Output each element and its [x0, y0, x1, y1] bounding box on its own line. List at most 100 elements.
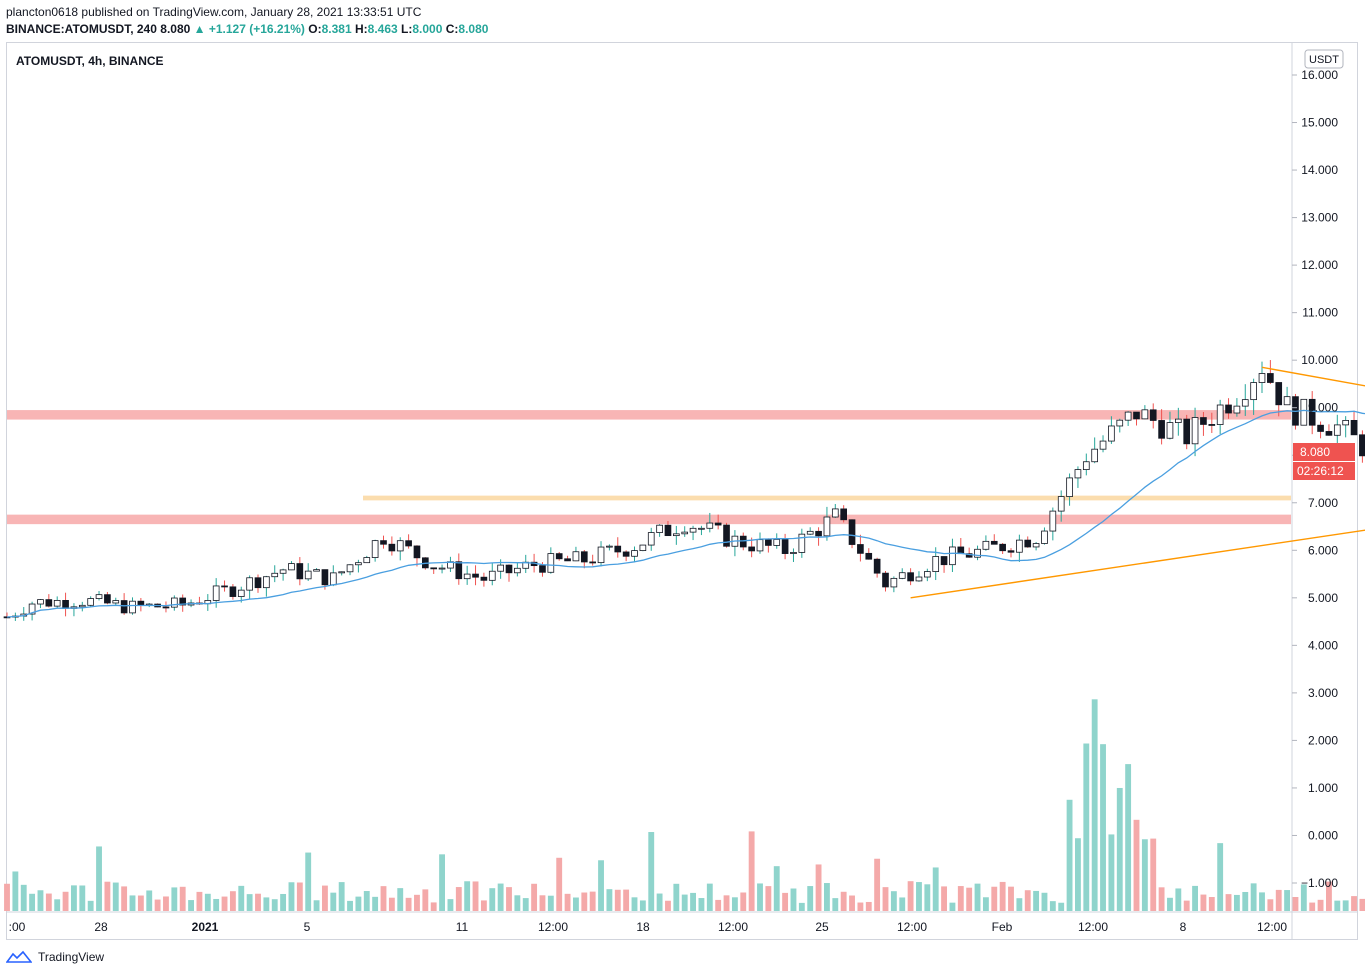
volume-bar [941, 886, 947, 911]
volume-bar [137, 895, 144, 911]
volume-bar [1334, 900, 1341, 911]
chart-frame[interactable] [6, 42, 1358, 940]
volume-bar [146, 890, 153, 911]
volume-bar [296, 882, 303, 911]
y-tick-label: 16.000 [1301, 68, 1338, 82]
volume-bar [1183, 900, 1190, 911]
x-tick-label: 12:00 [1257, 920, 1287, 934]
y-tick-label: 12.000 [1301, 258, 1338, 272]
volume-bar [924, 884, 931, 911]
volume-bar [765, 886, 772, 911]
candle-body [1057, 496, 1065, 512]
volume-bar [1016, 898, 1023, 911]
volume-bar [547, 895, 554, 911]
volume-bar [1024, 890, 1031, 911]
candle-body [1032, 543, 1040, 548]
tradingview-footer[interactable]: TradingView [6, 950, 104, 964]
volume-bar [87, 900, 94, 911]
ascending-trendline [910, 529, 1365, 599]
candle-body [639, 544, 647, 552]
volume-bar [405, 897, 412, 911]
candle-body [1133, 411, 1140, 420]
candle-body [321, 569, 329, 586]
support-zone-upper [363, 495, 1291, 501]
candle-body [1208, 424, 1216, 426]
volume-bar [1192, 885, 1198, 911]
volume-bar [581, 892, 588, 911]
candle-body [898, 572, 906, 579]
volume-bar [1075, 838, 1081, 911]
volume-bar [29, 893, 36, 911]
volume-bar [849, 895, 855, 911]
x-tick-label: Feb [992, 920, 1013, 934]
volume-bar [698, 898, 705, 911]
candle-body [689, 527, 697, 533]
volume-bar [20, 884, 27, 911]
candle-body [246, 577, 253, 591]
volume-bar [798, 902, 805, 911]
volume-bar [1250, 883, 1257, 911]
y-tick-label: 4.000 [1308, 638, 1338, 652]
currency-badge[interactable]: USDT [1304, 49, 1344, 69]
x-tick-label: 18 [636, 920, 650, 934]
candle-body [179, 597, 187, 606]
candle-body [1116, 419, 1124, 427]
volume-bar [1058, 902, 1065, 911]
volume-bar [1133, 819, 1140, 911]
volume-bar [96, 846, 102, 911]
open-value: 8.381 [321, 22, 352, 36]
candle-body [1066, 477, 1073, 497]
y-tick-label: 13.000 [1301, 211, 1338, 225]
candle-body [974, 548, 981, 558]
chart-title: ATOMUSDT, 4h, BINANCE [16, 54, 164, 68]
candle-body [488, 570, 496, 581]
volume-bar [1116, 787, 1123, 911]
descending-trendline [1261, 366, 1365, 387]
candle-body [1183, 418, 1191, 445]
candle-body [932, 556, 940, 572]
x-tick-label: 8 [1180, 920, 1187, 934]
candle-body [1091, 448, 1098, 463]
candle-body [237, 589, 245, 597]
high-label: H: [354, 22, 368, 36]
volume-bar [380, 886, 387, 911]
volume-bar [723, 895, 730, 911]
volume-bar [589, 891, 596, 911]
currency-label: USDT [1309, 54, 1339, 66]
x-tick-label: 12:00 [1078, 920, 1108, 934]
candle-body [53, 599, 61, 607]
candle-body [1200, 417, 1207, 425]
volume-bar [171, 887, 178, 911]
candle-body [739, 535, 747, 548]
volume-bar [112, 882, 119, 911]
volume-bar [1141, 839, 1148, 911]
volume-bar [472, 881, 479, 911]
candle-body [631, 550, 638, 557]
volume-bar [706, 883, 713, 911]
last-price: 8.080 [160, 22, 191, 36]
candle-body [1342, 419, 1349, 426]
x-tick-label: 12:00 [538, 920, 568, 934]
x-tick-label: 12:00 [897, 920, 927, 934]
volume-bar [932, 867, 939, 911]
candle-body [497, 564, 504, 572]
candle-body [773, 539, 781, 546]
price-change: ▲ +1.127 (+16.21%) [193, 22, 305, 36]
candle-body [1007, 550, 1015, 553]
candle-body [831, 508, 839, 518]
moving-average-line [6, 409, 1365, 618]
volume-bar [1100, 744, 1106, 911]
low-value: 8.000 [412, 22, 443, 36]
candle-body [371, 540, 379, 558]
candle-body [848, 519, 856, 545]
volume-bar [506, 887, 512, 911]
volume-bar [1167, 897, 1173, 911]
candle-body [748, 546, 755, 552]
y-tick-label: 14.000 [1301, 163, 1338, 177]
candle-body [940, 556, 948, 566]
volume-bar [62, 891, 69, 911]
y-tick-label: 1.000 [1308, 781, 1338, 795]
volume-bar [347, 900, 353, 911]
last-price-badge: 8.080 02:26:12 [1293, 443, 1355, 480]
